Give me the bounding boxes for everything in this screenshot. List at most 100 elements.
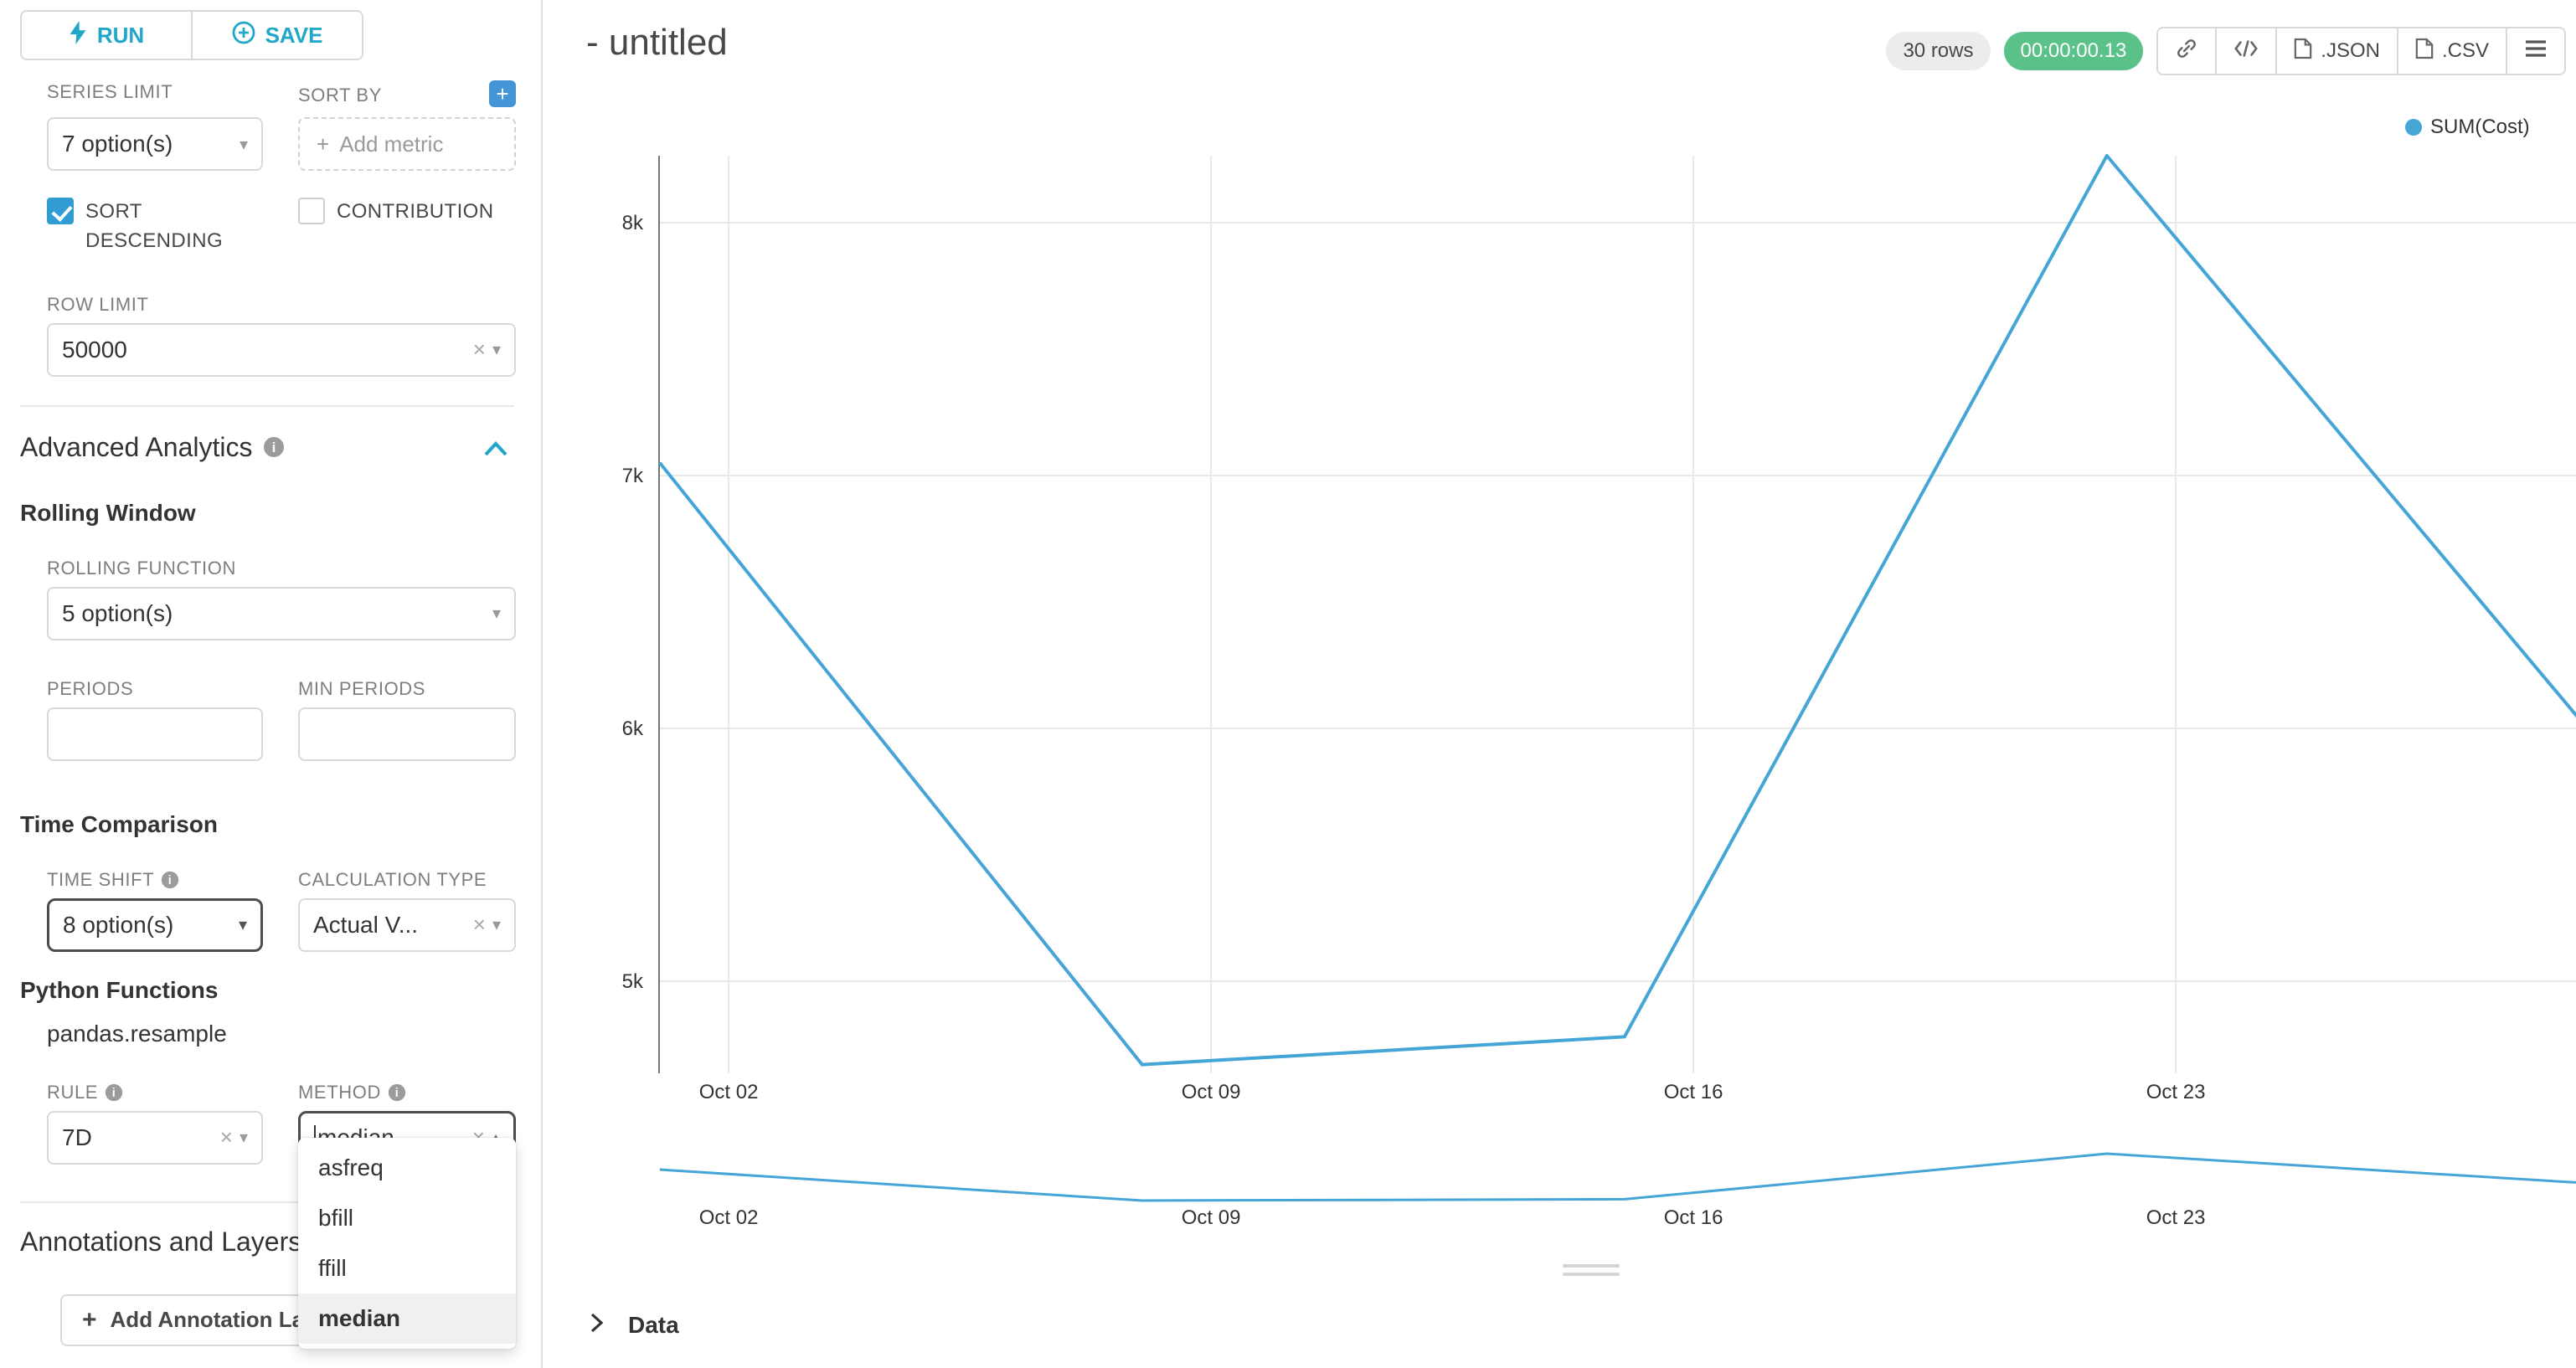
- svg-text:Oct 16: Oct 16: [1664, 1206, 1723, 1229]
- chevron-down-icon: ▾: [492, 916, 501, 935]
- sort-by-placeholder: Add metric: [339, 131, 444, 157]
- lightning-icon: [69, 20, 87, 50]
- embed-code-button[interactable]: [2215, 28, 2276, 74]
- svg-text:6k: 6k: [622, 717, 644, 740]
- rolling-function-label: ROLLING FUNCTION: [47, 557, 236, 579]
- svg-text:Oct 09: Oct 09: [1182, 1081, 1241, 1103]
- run-label: RUN: [96, 22, 145, 48]
- chart-legend[interactable]: SUM(Cost): [2405, 116, 2530, 139]
- sort-descending-checkbox[interactable]: SORT DESCENDING: [47, 198, 263, 256]
- periods-input[interactable]: [47, 707, 263, 761]
- row-limit-value: 50000: [62, 336, 127, 363]
- timeseries-line-chart: 5k 6k 7k 8k Oct 02 Oct 02 Oct 09 Oct 09 Oct 16 Oc…: [622, 154, 2576, 1229]
- chevron-down-icon: ▾: [492, 341, 501, 360]
- rule-select[interactable]: 7D × ▾: [47, 1110, 263, 1165]
- row-limit-select[interactable]: 50000 × ▾: [47, 322, 516, 377]
- chevron-right-icon: [590, 1309, 605, 1340]
- sort-by-add-metric[interactable]: + Add metric: [298, 117, 516, 171]
- chevron-down-icon: ▾: [239, 135, 248, 154]
- method-option-asfreq[interactable]: asfreq: [318, 1154, 384, 1180]
- chevron-down-icon: ▾: [238, 916, 247, 935]
- time-comparison-title: Time Comparison: [20, 810, 218, 837]
- ghost-plus-icon: +: [317, 131, 330, 157]
- run-save-group: RUN SAVE: [20, 10, 363, 60]
- file-icon: [2294, 38, 2312, 65]
- chart-header-actions: 30 rows 00:00:00.13: [1886, 27, 2566, 75]
- time-shift-label: TIME SHIFT i: [47, 868, 263, 892]
- method-option-median[interactable]: median: [298, 1293, 516, 1344]
- min-periods-input[interactable]: [298, 707, 516, 761]
- export-csv-button[interactable]: .CSV: [2396, 28, 2506, 74]
- time-shift-value: 8 option(s): [63, 911, 174, 938]
- chevron-down-icon: ▾: [492, 604, 501, 624]
- export-json-label: .JSON: [2321, 39, 2380, 62]
- calculation-type-select[interactable]: Actual V... × ▾: [298, 897, 516, 952]
- min-periods-label: MIN PERIODS: [298, 677, 426, 699]
- control-panel: RUN SAVE SERIES LIMIT SORT BY + 7 option…: [0, 0, 543, 1368]
- chart-title: - untitled: [586, 22, 728, 63]
- more-menu-button[interactable]: [2506, 28, 2564, 74]
- advanced-analytics-header[interactable]: Advanced Analytics i: [20, 432, 514, 463]
- svg-text:7k: 7k: [622, 465, 644, 487]
- export-json-button[interactable]: .JSON: [2275, 28, 2397, 74]
- export-csv-label: .CSV: [2441, 39, 2489, 62]
- plus-icon: +: [82, 1305, 97, 1334]
- info-icon: i: [263, 436, 285, 458]
- rule-label: RULE i: [47, 1081, 263, 1104]
- save-button[interactable]: SAVE: [191, 12, 362, 59]
- resize-handle[interactable]: [1563, 1264, 1620, 1276]
- method-label: METHOD i: [298, 1081, 516, 1104]
- row-limit-label: ROW LIMIT: [47, 293, 149, 315]
- rule-value: 7D: [62, 1124, 92, 1150]
- rolling-function-select[interactable]: 5 option(s) ▾: [47, 586, 516, 640]
- info-icon: i: [161, 871, 179, 889]
- periods-label: PERIODS: [47, 677, 134, 699]
- info-icon: i: [388, 1083, 406, 1102]
- advanced-analytics-title: Advanced Analytics: [20, 431, 253, 462]
- rolling-function-value: 5 option(s): [62, 599, 173, 626]
- time-shift-select[interactable]: 8 option(s) ▾: [47, 897, 263, 952]
- contribution-checkbox[interactable]: CONTRIBUTION: [298, 198, 516, 256]
- clear-icon[interactable]: ×: [472, 912, 486, 938]
- clear-icon[interactable]: ×: [219, 1124, 233, 1150]
- series-limit-value: 7 option(s): [62, 131, 173, 157]
- add-sort-metric-button[interactable]: +: [489, 80, 516, 107]
- section-divider: [20, 404, 514, 407]
- series-limit-label: SERIES LIMIT: [47, 81, 173, 102]
- clear-icon[interactable]: ×: [472, 337, 486, 363]
- file-icon: [2415, 38, 2434, 65]
- checkbox-unchecked-icon: [298, 198, 325, 224]
- export-button-group: .JSON .CSV: [2156, 27, 2566, 75]
- legend-series-label: SUM(Cost): [2430, 116, 2530, 138]
- info-icon: i: [105, 1083, 123, 1102]
- calculation-type-value: Actual V...: [313, 911, 419, 938]
- run-button[interactable]: RUN: [22, 12, 191, 59]
- contribution-label: CONTRIBUTION: [337, 200, 494, 223]
- collapse-chevron-up-icon[interactable]: [484, 432, 507, 463]
- checkbox-checked-icon: [47, 198, 74, 224]
- series-color-dot: [2405, 119, 2422, 136]
- section-divider: [20, 1201, 514, 1203]
- link-icon: [2175, 37, 2198, 66]
- python-functions-title: Python Functions: [20, 976, 219, 1003]
- series-limit-select[interactable]: 7 option(s) ▾: [47, 117, 263, 171]
- svg-text:i: i: [112, 1087, 116, 1100]
- chart-area: - untitled 30 rows 00:00:00.13: [543, 0, 2576, 1368]
- rolling-window-title: Rolling Window: [20, 499, 196, 526]
- row-count-badge: 30 rows: [1886, 32, 1991, 70]
- pandas-resample-label: pandas.resample: [47, 1020, 227, 1047]
- svg-text:i: i: [395, 1087, 399, 1100]
- method-option-bfill[interactable]: bfill: [318, 1204, 354, 1231]
- copy-link-button[interactable]: [2158, 28, 2216, 74]
- data-panel-label: Data: [628, 1311, 679, 1338]
- calculation-type-label: CALCULATION TYPE: [298, 868, 487, 890]
- svg-text:5k: 5k: [622, 970, 644, 993]
- svg-text:i: i: [271, 440, 276, 455]
- svg-text:8k: 8k: [622, 212, 644, 234]
- svg-text:Oct 02: Oct 02: [699, 1081, 759, 1103]
- chevron-down-icon: ▾: [239, 1129, 248, 1148]
- method-option-ffill[interactable]: ffill: [318, 1254, 347, 1281]
- annotations-layers-title: Annotations and Layers: [20, 1226, 302, 1257]
- data-panel-toggle[interactable]: Data: [590, 1309, 679, 1340]
- save-label: SAVE: [265, 22, 323, 48]
